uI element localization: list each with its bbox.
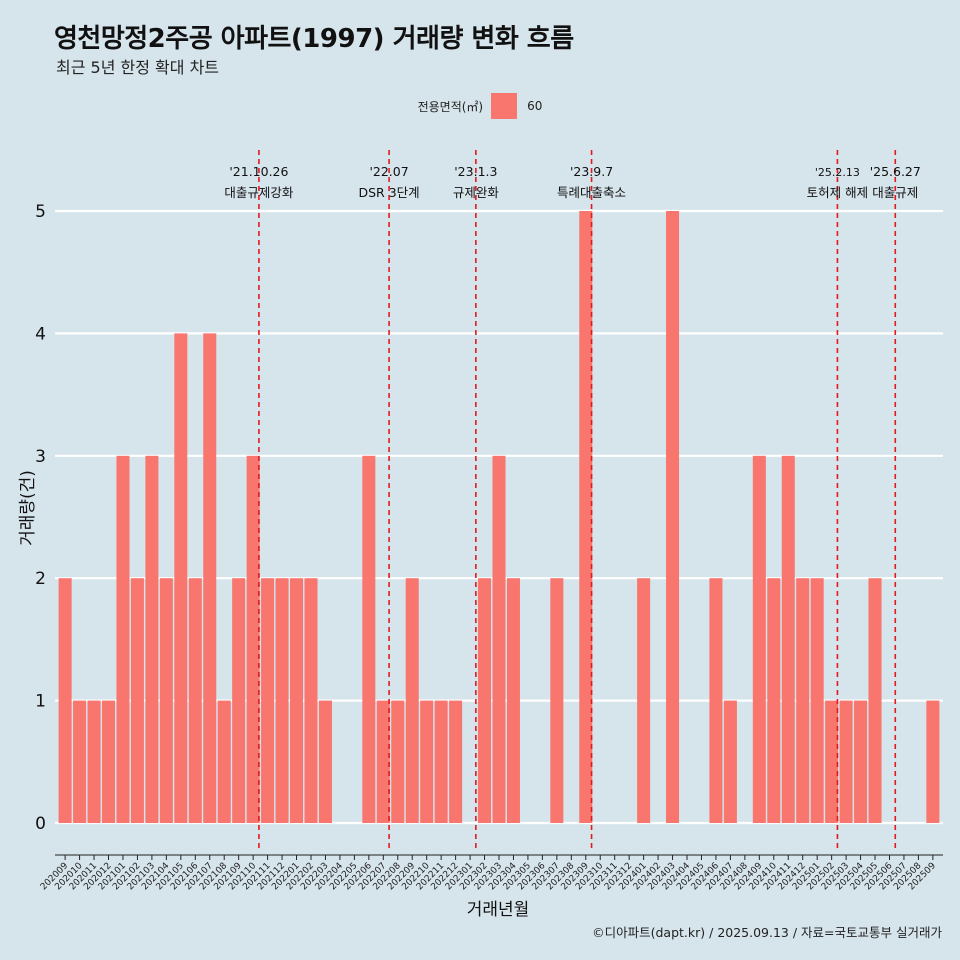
- bar-202111: [261, 578, 275, 823]
- bar-202210: [420, 700, 434, 823]
- bar-202109: [232, 578, 246, 823]
- x-axis-title: 거래년월: [467, 900, 530, 920]
- bar-202505: [868, 578, 882, 823]
- bar-202211: [434, 700, 448, 823]
- bar-202105: [174, 333, 188, 823]
- bar-202504: [854, 700, 868, 823]
- bar-202102: [130, 578, 144, 823]
- bar-202203: [318, 700, 332, 823]
- event-label: DSR 3단계: [358, 185, 419, 200]
- event-date: '25.6.27: [870, 164, 921, 179]
- y-tick-label: 2: [35, 569, 46, 589]
- bar-202212: [449, 700, 463, 823]
- bar-202503: [839, 700, 853, 823]
- bar-202106: [188, 578, 202, 823]
- bar-202409: [752, 455, 766, 823]
- legend-item-label: 60: [527, 99, 543, 113]
- bar-202403: [666, 211, 680, 823]
- bar-202010: [73, 700, 87, 823]
- bar-202309: [579, 211, 593, 823]
- y-axis-title: 거래량(건): [18, 470, 38, 546]
- bar-202101: [116, 455, 130, 823]
- event-date: '23.1.3: [454, 164, 497, 179]
- bar-202401: [637, 578, 651, 823]
- bar-202009: [58, 578, 72, 823]
- event-label: 대출규제: [872, 185, 918, 200]
- bar-202304: [506, 578, 520, 823]
- bar-202412: [796, 578, 810, 823]
- bar-202012: [102, 700, 116, 823]
- bar-202107: [203, 333, 217, 823]
- event-label: 규제완화: [453, 185, 500, 200]
- bar-202207: [376, 700, 390, 823]
- y-tick-label: 0: [35, 814, 46, 834]
- bar-202206: [362, 455, 376, 823]
- bar-202011: [87, 700, 101, 823]
- bar-202104: [159, 578, 173, 823]
- bar-202501: [810, 578, 824, 823]
- y-tick-label: 1: [35, 692, 46, 712]
- bar-202410: [767, 578, 781, 823]
- event-date: '25.2.13: [815, 166, 860, 179]
- legend: 전용면적(㎡) 60: [0, 93, 960, 119]
- legend-swatch: [491, 93, 518, 119]
- event-label: 대출규제강화: [224, 185, 294, 200]
- bar-202110: [246, 455, 260, 823]
- event-label: 토허제 해제: [807, 185, 868, 200]
- bar-202509: [926, 700, 940, 823]
- event-date: '23.9.7: [570, 164, 613, 179]
- bar-202406: [709, 578, 723, 823]
- event-date: '21.10.26: [229, 164, 288, 179]
- event-date: '22.07: [369, 164, 408, 179]
- bar-202209: [405, 578, 419, 823]
- chart-title: 영천망정2주공 아파트(1997) 거래량 변화 흐름: [54, 24, 574, 54]
- bar-202202: [304, 578, 318, 823]
- bar-202302: [478, 578, 492, 823]
- bar-202307: [550, 578, 564, 823]
- bar-202303: [492, 455, 506, 823]
- source-caption: ©디아파트(dapt.kr) / 2025.09.13 / 자료=국토교통부 실…: [592, 925, 942, 940]
- y-tick-label: 5: [35, 202, 46, 222]
- bar-202208: [391, 700, 405, 823]
- bar-202502: [825, 700, 839, 823]
- bar-202103: [145, 455, 159, 823]
- bar-202411: [781, 455, 795, 823]
- y-tick-label: 4: [35, 324, 46, 344]
- bar-202108: [217, 700, 231, 823]
- chart-subtitle: 최근 5년 한정 확대 차트: [56, 58, 220, 77]
- legend-title: 전용면적(㎡): [417, 99, 484, 114]
- bar-202112: [275, 578, 289, 823]
- bar-202201: [290, 578, 304, 823]
- event-label: 특례대출축소: [557, 185, 626, 200]
- bar-202407: [723, 700, 737, 823]
- y-tick-label: 3: [35, 447, 46, 467]
